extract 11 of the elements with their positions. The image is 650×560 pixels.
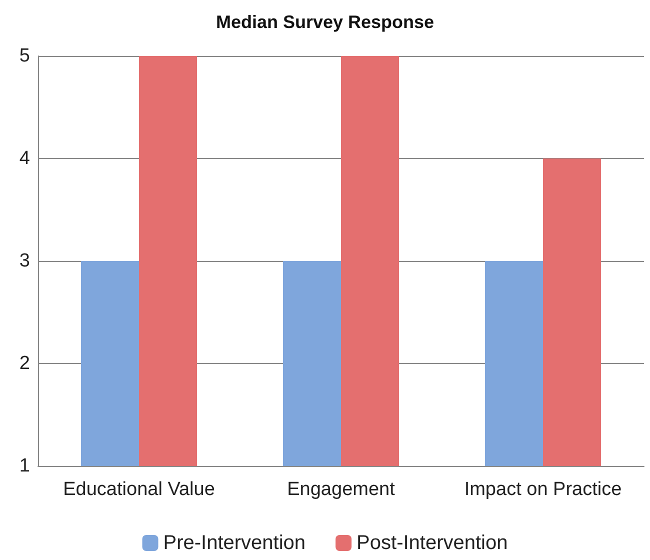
legend-label: Pre-Intervention (163, 532, 306, 554)
y-tick-label: 1 (19, 456, 30, 476)
x-tick-label: Engagement (287, 479, 396, 500)
legend-label: Post-Intervention (356, 532, 508, 554)
y-tick-label: 4 (19, 148, 30, 169)
y-tick-label: 3 (19, 250, 30, 272)
y-tick-label: 2 (19, 353, 30, 374)
y-tick-label: 5 (19, 46, 30, 66)
x-tick-label: Educational Value (63, 479, 215, 500)
x-tick-label: Impact on Practice (464, 479, 622, 500)
chart-title: Median Survey Response (216, 12, 434, 32)
